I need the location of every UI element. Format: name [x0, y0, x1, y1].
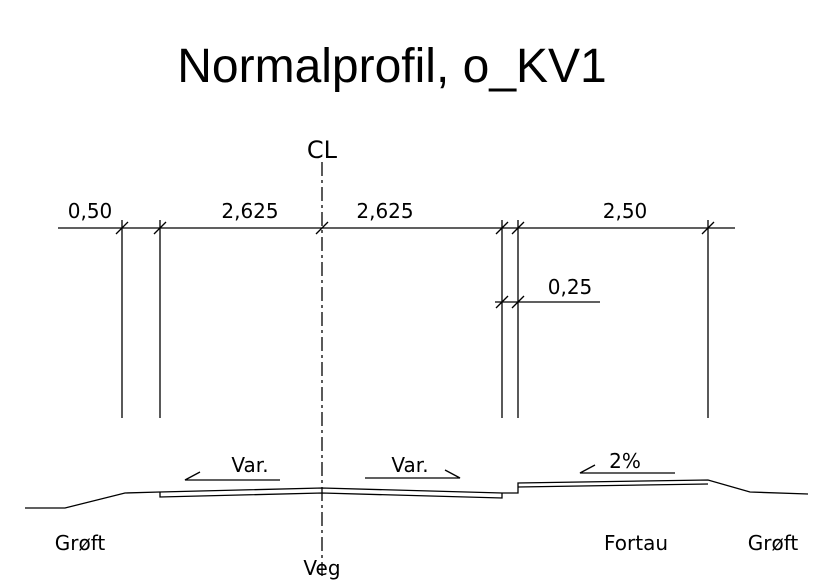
slope-arrow [365, 469, 461, 479]
title: Normalprofil, o_KV1 [177, 40, 607, 93]
dimension-lines [25, 162, 809, 578]
tick [511, 221, 525, 235]
road-layer [159, 492, 503, 499]
tick [115, 221, 129, 235]
section-label: Grøft [748, 531, 799, 555]
section-label: Veg [303, 556, 340, 580]
dimension-label: 2,625 [356, 199, 413, 223]
centerline-label: CL [307, 136, 338, 164]
tick [495, 221, 509, 235]
tick [511, 295, 525, 309]
slope-arrow [579, 464, 675, 474]
dimension-label: 0,25 [548, 275, 593, 299]
dimension-label: 2,50 [603, 199, 648, 223]
sidewalk-layer [517, 483, 709, 488]
dimension-label: 2,625 [221, 199, 278, 223]
slope-label: Var. [391, 453, 428, 477]
tick [701, 221, 715, 235]
dimension-label: 0,50 [68, 199, 113, 223]
tick [153, 221, 167, 235]
tick [495, 295, 509, 309]
section-label: Grøft [55, 531, 106, 555]
slope-label: Var. [231, 453, 268, 477]
section-label: Fortau [604, 531, 668, 555]
tick [315, 221, 329, 235]
slope-label: 2% [609, 449, 641, 473]
slope-arrow [184, 471, 280, 481]
